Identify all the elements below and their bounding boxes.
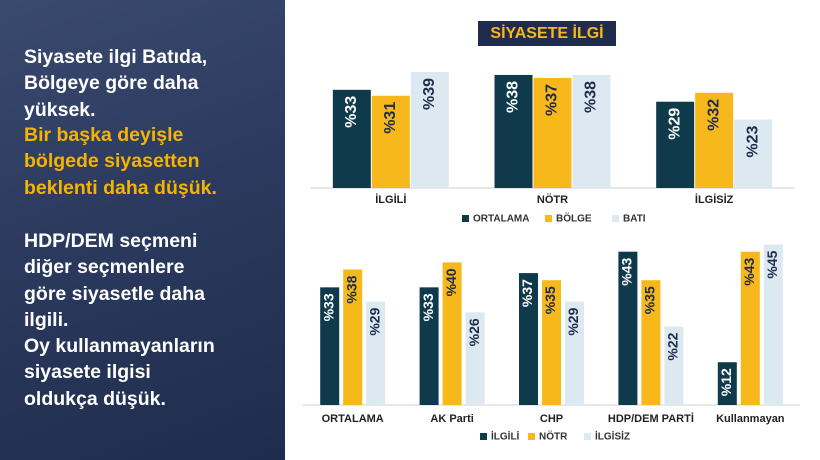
text-line: ilgili. xyxy=(24,308,69,331)
bar xyxy=(410,71,449,188)
text-line: siyasete ilgisi xyxy=(24,361,151,384)
category-label: CHP xyxy=(540,413,563,425)
value-label: %40 xyxy=(443,268,459,296)
value-label: %35 xyxy=(542,286,558,314)
paragraph: Siyasete ilgi Batıda, Bölgeye göre daha yü… xyxy=(24,44,207,123)
value-label: %33 xyxy=(320,293,336,321)
text-line: Siyasete ilgi Batıda, xyxy=(24,46,208,68)
legend-label: ORTALAMA xyxy=(473,214,529,225)
bar xyxy=(442,262,462,405)
legend-swatch xyxy=(480,433,487,440)
bar xyxy=(763,244,783,405)
paragraph: HDP/DEM seçmeni diğer seçmenlere göre siya… xyxy=(24,228,215,412)
text-line: beklenti daha düşük. xyxy=(24,176,217,199)
value-label: %31 xyxy=(382,102,399,134)
value-label: %37 xyxy=(519,279,535,307)
legend-label: BATI xyxy=(623,214,646,225)
legend-swatch xyxy=(545,215,552,222)
legend-swatch xyxy=(462,215,469,222)
legend-label: NÖTR xyxy=(539,430,568,443)
bar xyxy=(465,312,485,405)
bar xyxy=(519,273,538,405)
text-line: HDP/DEM seçmeni xyxy=(24,230,198,252)
bar xyxy=(565,301,584,405)
value-label: %26 xyxy=(466,318,482,346)
category-label: İLGİLİ xyxy=(375,193,406,206)
value-label: %23 xyxy=(744,125,761,157)
text-line: Bölgeye göre daha xyxy=(24,72,199,95)
legend-swatch xyxy=(528,433,535,440)
bar xyxy=(542,280,561,405)
category-label: HDP/DEM PARTİ xyxy=(608,412,694,425)
bar xyxy=(641,280,661,405)
value-label: %43 xyxy=(741,257,757,285)
bar xyxy=(717,362,737,405)
category-label: AK Parti xyxy=(430,413,473,425)
legend-label: İLGİLİ xyxy=(491,430,520,443)
bar xyxy=(695,92,734,188)
value-label: %29 xyxy=(366,307,382,335)
value-label: %43 xyxy=(619,257,635,285)
value-label: %35 xyxy=(642,286,658,314)
bar xyxy=(734,119,773,188)
bar xyxy=(618,251,638,405)
category-label: Kullanmayan xyxy=(716,413,785,425)
bar xyxy=(366,301,386,405)
bar xyxy=(533,77,572,188)
bar xyxy=(332,89,371,188)
text-line: yüksek. xyxy=(24,98,96,121)
value-label: %29 xyxy=(666,108,683,140)
value-label: %38 xyxy=(343,275,359,303)
text-line: göre siyasetle daha xyxy=(24,282,206,305)
paragraph: Bir başka deyişle bölgede siyasetten bekle… xyxy=(24,122,217,201)
bar xyxy=(494,74,533,188)
bar xyxy=(572,74,611,188)
chart-title: SİYASETE İLGİ xyxy=(490,24,603,42)
text-line: diğer seçmenlere xyxy=(24,256,185,279)
value-label: %38 xyxy=(583,81,600,113)
text-line: bölgede siyasetten xyxy=(24,150,200,173)
value-label: %38 xyxy=(505,81,522,113)
bar xyxy=(371,95,410,188)
category-label: NÖTR xyxy=(537,193,568,206)
text-line: oldukça düşük. xyxy=(24,387,166,410)
legend-label: İLGİSİZ xyxy=(595,430,630,443)
value-label: %29 xyxy=(565,307,581,335)
legend-swatch xyxy=(584,433,591,440)
legend-swatch xyxy=(612,215,619,222)
value-label: %12 xyxy=(718,368,734,396)
text-line: Oy kullanmayanların xyxy=(24,335,215,358)
value-label: %45 xyxy=(764,250,780,278)
text-line: Bir başka deyişle xyxy=(24,124,184,146)
bar xyxy=(320,287,340,405)
legend-label: BÖLGE xyxy=(556,212,592,225)
category-label: İLGİSİZ xyxy=(695,193,734,206)
value-label: %33 xyxy=(420,293,436,321)
value-label: %32 xyxy=(705,99,722,131)
title-box xyxy=(478,21,616,46)
value-label: %33 xyxy=(343,96,360,128)
value-label: %39 xyxy=(421,78,438,110)
value-label: %22 xyxy=(665,332,681,360)
bar xyxy=(419,287,439,405)
left-panel: Siyasete ilgi Batıda, Bölgeye göre daha yü… xyxy=(0,0,285,460)
value-label: %37 xyxy=(544,84,561,116)
bar xyxy=(343,269,363,405)
bar xyxy=(664,326,684,405)
bar xyxy=(740,251,760,405)
category-label: ORTALAMA xyxy=(322,413,384,425)
bar xyxy=(656,101,695,188)
